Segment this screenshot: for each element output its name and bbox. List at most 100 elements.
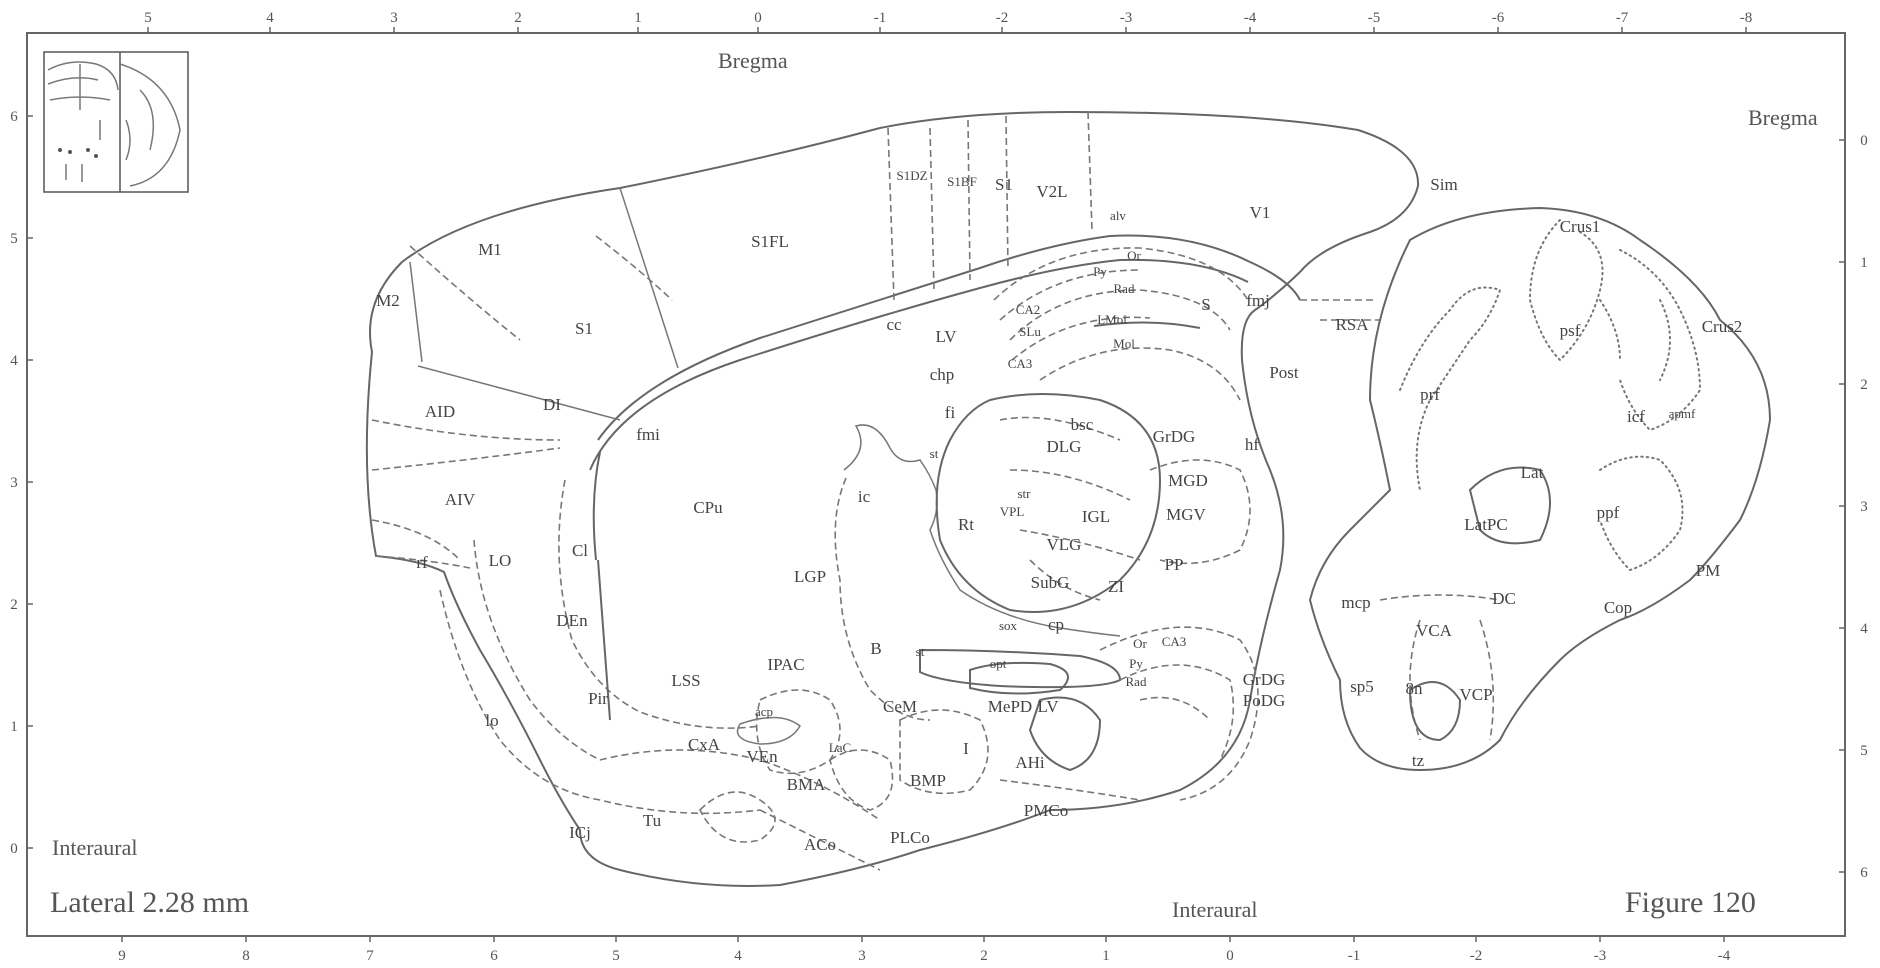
region-label-bmp: BMP [910,771,946,790]
region-label-dlg: DLG [1047,437,1082,456]
bottom-ruler-tick: 0 [1226,948,1234,964]
left-ruler: 6 5 4 3 2 1 0 [10,109,33,857]
region-label-post: Post [1269,363,1299,382]
top-ruler-tick: -5 [1368,10,1381,26]
region-label-vpl: VPL [1000,504,1025,519]
left-ruler-tick: 3 [10,475,18,491]
region-label-py1: Py [1093,264,1107,279]
region-label-ic: ic [858,487,871,506]
top-ruler: 5 4 3 2 1 0 -1 -2 -3 -4 -5 -6 -7 -8 [144,10,1752,33]
region-label-ppf: ppf [1597,503,1620,522]
region-label-hf: hf [1245,435,1260,454]
top-ruler-tick: 1 [634,10,642,26]
region-label-ipac: IPAC [767,655,804,674]
region-label-plco: PLCo [890,828,930,847]
region-label-sx: S [1201,295,1210,314]
region-label-mol: Mol [1113,336,1135,351]
bottom-ruler-tick: 1 [1102,948,1110,964]
bottom-ruler-tick: -2 [1470,948,1483,964]
bottom-ruler-tick: 5 [612,948,620,964]
region-label-fi: fi [945,403,956,422]
lateral-label: Lateral 2.28 mm [50,886,249,919]
region-label-mgv: MGV [1166,505,1206,524]
right-ruler-tick: 0 [1860,133,1868,149]
region-label-lss: LSS [671,671,700,690]
region-label-s1b: S1 [575,319,593,338]
top-ruler-tick: 4 [266,10,274,26]
region-label-lo: lo [485,711,498,730]
region-label-icf: icf [1627,407,1645,426]
region-label-pir: Pir [588,689,608,708]
region-label-lmol: LMol [1097,312,1127,327]
top-ruler-tick: -7 [1616,10,1629,26]
region-label-vca: VCA [1416,621,1453,640]
region-label-prf: prf [1420,385,1440,404]
right-ruler-tick: 6 [1860,865,1868,881]
region-label-crus2: Crus2 [1702,317,1743,336]
left-ruler-tick: 4 [10,353,18,369]
right-ruler-tick: 1 [1860,255,1868,271]
region-label-tz: tz [1412,751,1425,770]
region-label-rsa: RSA [1335,315,1369,334]
region-label-pmco: PMCo [1024,801,1068,820]
right-ruler-tick: 3 [1860,499,1868,515]
region-label-mcp: mcp [1341,593,1370,612]
region-label-lv1: LV [935,327,957,346]
region-label-rt: Rt [958,515,974,534]
bottom-ruler-tick: -1 [1348,948,1361,964]
region-labels: S1DZ S1BF S1 V2L alv V1 Sim Crus1 Crus2 M1 S1FL M2 S… [376,168,1742,854]
bottom-ruler-tick: 3 [858,948,866,964]
region-label-v1: V1 [1250,203,1271,222]
region-label-apmf: apmf [1669,406,1696,421]
right-ruler: 0 1 2 3 4 5 6 [1839,133,1868,881]
region-label-sp5: sp5 [1350,677,1374,696]
region-label-lv2: LV [1037,697,1059,716]
region-label-latpc: LatPC [1464,515,1507,534]
region-label-ca2: CA2 [1016,302,1041,317]
region-label-aid: AID [425,402,455,421]
region-label-aiv: AIV [445,490,476,509]
bottom-ruler-tick: 9 [118,948,126,964]
region-label-mgd: MGD [1168,471,1208,490]
region-label-bma: BMA [787,775,826,794]
figure-frame [26,32,1846,937]
region-label-vcp: VCP [1459,685,1492,704]
bottom-ruler-tick: 4 [734,948,742,964]
region-label-di: DI [543,395,561,414]
region-label-grdg1: GrDG [1153,427,1196,446]
region-label-sox: sox [999,618,1018,633]
top-ruler-tick: 0 [754,10,762,26]
region-label-ca3b: CA3 [1162,634,1187,649]
region-label-s1a: S1 [995,175,1013,194]
bottom-ruler-tick: 6 [490,948,498,964]
region-label-st2: st [916,644,925,659]
region-label-subg: SubG [1031,573,1070,592]
region-label-zi: ZI [1108,577,1124,596]
region-label-b: B [870,639,881,658]
region-label-ven: VEn [746,747,778,766]
region-label-s1bf: S1BF [947,174,977,189]
inset-thumbnail [43,51,189,193]
bottom-ruler: 9 8 7 6 5 4 3 2 1 0 -1 -2 -3 -4 [118,936,1731,964]
top-ruler-tick: -2 [996,10,1009,26]
region-label-cc: cc [886,315,902,334]
top-ruler-tick: 2 [514,10,522,26]
region-label-lgp: LGP [794,567,826,586]
region-label-podg: PoDG [1243,691,1286,710]
region-label-rad1: Rad [1114,281,1135,296]
region-label-or2: Or [1133,636,1147,651]
bregma-right-label: Bregma [1748,105,1818,130]
region-label-ca3a: CA3 [1008,356,1033,371]
region-label-rf: rf [416,553,428,572]
top-ruler-tick: -4 [1244,10,1257,26]
region-label-bsc: bsc [1071,415,1094,434]
region-label-vlg: VLG [1047,535,1082,554]
region-label-cpu: CPu [693,498,723,517]
left-ruler-tick: 0 [10,841,18,857]
region-label-cl: Cl [572,541,588,560]
region-label-m1: M1 [478,240,502,259]
bottom-ruler-tick: 7 [366,948,374,964]
region-label-crus1: Crus1 [1560,217,1601,236]
region-label-fmj: fmj [1246,291,1270,310]
figure-number-label: Figure 120 [1625,886,1756,919]
